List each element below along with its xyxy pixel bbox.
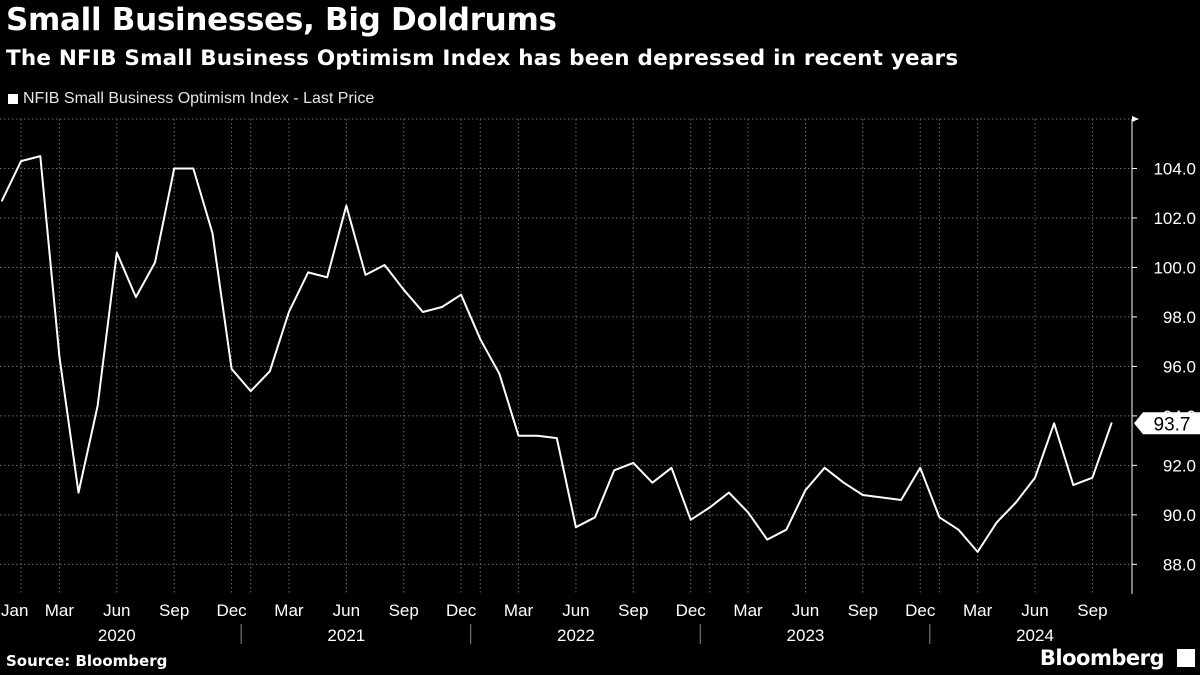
x-tick-label: Sep	[1077, 601, 1107, 620]
x-tick-label: Jun	[792, 601, 819, 620]
x-tick-label: Mar	[963, 601, 993, 620]
year-label: 2021	[327, 626, 365, 645]
y-tick-label: 104.0	[1153, 159, 1196, 178]
year-label: 2023	[787, 626, 825, 645]
last-value-label: 93.7	[1154, 414, 1191, 435]
x-tick-label: Dec	[446, 601, 477, 620]
x-tick-label: Dec	[905, 601, 936, 620]
y-tick-label: 100.0	[1153, 258, 1196, 277]
x-tick-label: Jan	[1, 601, 28, 620]
brand-logo: Bloomberg	[1039, 646, 1165, 670]
y-tick-label: 96.0	[1163, 357, 1196, 376]
x-tick-label: Mar	[45, 601, 75, 620]
y-tick-label: 90.0	[1163, 506, 1196, 525]
x-tick-label: Dec	[676, 601, 707, 620]
year-label: 2020	[98, 626, 136, 645]
x-tick-label: Dec	[216, 601, 247, 620]
chart-subtitle: The NFIB Small Business Optimism Index h…	[6, 46, 959, 71]
x-tick-label: Jun	[1021, 601, 1048, 620]
x-tick-label: Sep	[848, 601, 878, 620]
x-tick-label: Jun	[103, 601, 130, 620]
x-tick-label: Mar	[274, 601, 304, 620]
y-tick-label: 88.0	[1163, 555, 1196, 574]
legend-swatch	[8, 94, 18, 104]
x-tick-label: Jun	[333, 601, 360, 620]
year-label: 2022	[557, 626, 595, 645]
y-axis-arrow	[1132, 116, 1139, 122]
legend: NFIB Small Business Optimism Index - Las…	[8, 90, 374, 108]
legend-label: NFIB Small Business Optimism Index - Las…	[23, 90, 375, 107]
chart-title: Small Businesses, Big Doldrums	[6, 2, 557, 38]
year-label: 2024	[1016, 626, 1054, 645]
x-tick-label: Sep	[389, 601, 419, 620]
x-tick-label: Sep	[159, 601, 189, 620]
x-tick-label: Jun	[562, 601, 589, 620]
bloomberg-terminal-icon	[1177, 649, 1195, 667]
series-line	[1, 155, 1113, 553]
x-tick-label: Mar	[733, 601, 763, 620]
x-tick-label: Sep	[618, 601, 648, 620]
last-value-callout	[1134, 412, 1200, 435]
x-tick-label: Mar	[504, 601, 534, 620]
y-tick-label: 102.0	[1153, 209, 1196, 228]
source-note: Source: Bloomberg	[6, 652, 168, 670]
y-tick-label: 98.0	[1163, 308, 1196, 327]
y-tick-label: 92.0	[1163, 456, 1196, 475]
